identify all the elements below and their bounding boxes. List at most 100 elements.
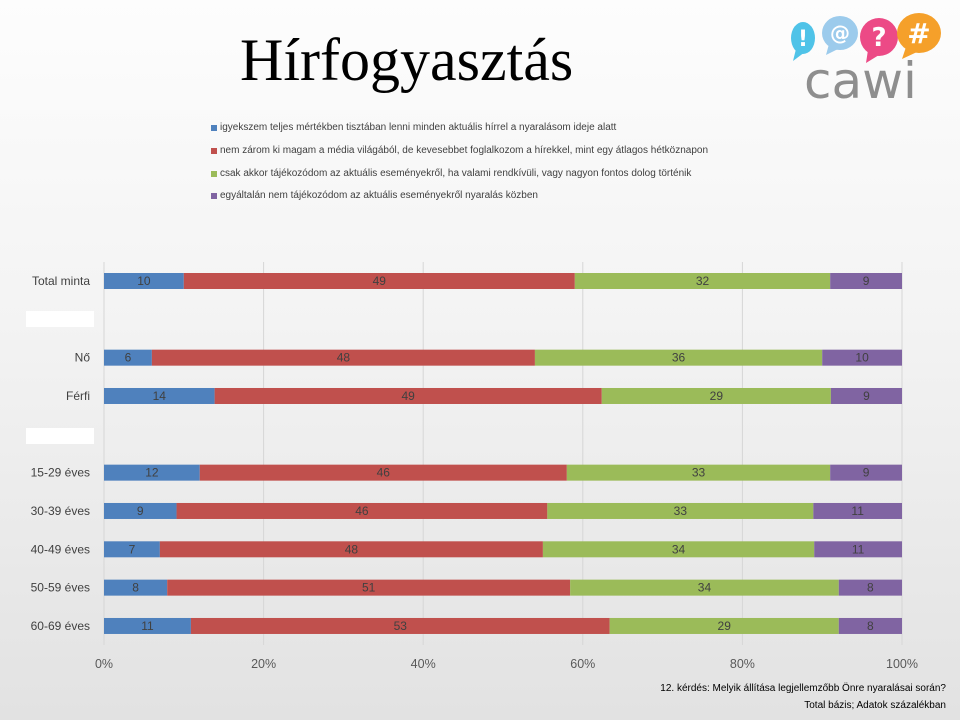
bar-segment (830, 464, 902, 481)
legend-label: igyekszem teljes mértékben tisztában len… (220, 122, 617, 133)
bar-segment (183, 273, 575, 289)
bar-segment (830, 387, 902, 404)
data-label: 29 (718, 619, 732, 633)
bar-segment (838, 617, 902, 634)
bar-segment (199, 464, 567, 481)
legend-label: egyáltalán nem tájékozódom az aktuális e… (220, 190, 538, 201)
category-label: Total minta (32, 274, 90, 288)
data-label: 33 (674, 504, 688, 518)
data-label: 8 (867, 581, 874, 595)
bar-segment (601, 387, 831, 404)
bars: 10 49 32 9 6 48 36 10 14 49 29 9 12 46 33 9 9 46 33 11 7 48 34… (104, 273, 902, 634)
bar-row: 9 46 33 11 (104, 502, 902, 519)
footnote-question: 12. kérdés: Melyik állítása legjellemzőb… (660, 683, 946, 694)
bar-segment (104, 541, 160, 558)
logo-text: cawi (804, 52, 917, 108)
legend-marker (211, 171, 217, 177)
bar-segment (104, 349, 152, 366)
data-label: 36 (672, 351, 686, 365)
bar-row: 8 51 34 8 (104, 579, 902, 596)
bar-segment (159, 541, 543, 558)
data-label: 46 (355, 504, 369, 518)
data-label: 53 (394, 619, 408, 633)
hash-bubble-icon: # (897, 13, 941, 59)
data-label: 33 (692, 466, 706, 480)
x-tick-label: 60% (570, 657, 595, 671)
at-sign-bubble-icon: @ (822, 16, 858, 55)
bar-row: 7 48 34 11 (104, 541, 902, 558)
legend-marker (211, 193, 217, 199)
category-label: 15-29 éves (31, 466, 90, 480)
data-label: 34 (698, 581, 712, 595)
legend-label: nem zárom ki magam a média világából, de… (220, 145, 709, 156)
bar-segment (813, 502, 902, 519)
bar-segment (547, 502, 814, 519)
bar-row: 6 48 36 10 (104, 349, 902, 366)
data-label: 8 (132, 581, 139, 595)
legend-item: igyekszem teljes mértékben tisztában len… (208, 121, 808, 135)
x-tick-label: 80% (730, 657, 755, 671)
x-axis-tick-labels: 0% 20% 40% 60% 80% 100% (95, 657, 918, 671)
bar-segment (104, 502, 177, 519)
category-label: 40-49 éves (31, 542, 90, 556)
bar-segment (574, 273, 831, 289)
data-label: 7 (129, 542, 136, 556)
bar-segment (214, 387, 602, 404)
data-label: 46 (377, 466, 391, 480)
label-mask (26, 428, 94, 444)
data-label: 48 (337, 351, 351, 365)
bar-segment (542, 541, 815, 558)
bar-segment (830, 273, 902, 289)
data-label: 48 (345, 542, 359, 556)
legend-item: nem zárom ki magam a média világából, de… (208, 144, 808, 158)
data-label: 34 (672, 542, 686, 556)
cawi-logo: ! @ ? # cawi (791, 13, 941, 108)
legend-marker (211, 125, 217, 131)
label-mask (26, 311, 94, 327)
data-label: 9 (863, 389, 870, 403)
data-label: 9 (137, 504, 144, 518)
bubble-symbol: # (907, 17, 930, 50)
category-label: 30-39 éves (31, 504, 90, 518)
page-title: Hírfogyasztás (240, 27, 574, 93)
data-label: 51 (362, 581, 376, 595)
bar-segment (104, 579, 168, 596)
bar-segment (190, 617, 610, 634)
bubble-symbol: @ (830, 21, 850, 45)
bar-segment (176, 502, 548, 519)
bubble-symbol: ? (871, 23, 886, 53)
data-label: 32 (696, 274, 710, 288)
category-labels: Total minta Nő Férfi 15-29 éves 30-39 éves 40… (31, 274, 91, 633)
data-label: 11 (852, 542, 865, 556)
bar-segment (822, 349, 902, 366)
bar-segment (104, 617, 191, 634)
legend-marker (211, 148, 217, 154)
bubble-symbol: ! (798, 27, 808, 52)
data-label: 10 (137, 274, 151, 288)
footnote-base: Total bázis; Adatok százalékban (804, 700, 946, 711)
bar-segment (838, 579, 902, 596)
data-label: 14 (153, 389, 167, 403)
bar-row: 12 46 33 9 (104, 464, 902, 481)
category-label: 60-69 éves (31, 619, 90, 633)
data-label: 49 (402, 389, 416, 403)
legend-item: csak akkor tájékozódom az aktuális esemé… (208, 167, 808, 181)
bar-row: 14 49 29 9 (104, 387, 902, 404)
bar-segment (104, 273, 184, 289)
data-label: 49 (373, 274, 387, 288)
category-label: Nő (75, 351, 91, 365)
data-label: 12 (145, 466, 159, 480)
data-label: 6 (125, 351, 132, 365)
data-label: 9 (863, 274, 870, 288)
x-tick-label: 20% (251, 657, 276, 671)
data-label: 8 (867, 619, 874, 633)
bar-segment (814, 541, 902, 558)
chart-legend: igyekszem teljes mértékben tisztában len… (208, 118, 808, 208)
bar-segment (104, 387, 215, 404)
bar-segment (151, 349, 535, 366)
bar-row: 11 53 29 8 (104, 617, 902, 634)
x-tick-label: 40% (411, 657, 436, 671)
data-label: 11 (851, 504, 864, 518)
legend-label: csak akkor tájékozódom az aktuális esemé… (220, 168, 692, 179)
